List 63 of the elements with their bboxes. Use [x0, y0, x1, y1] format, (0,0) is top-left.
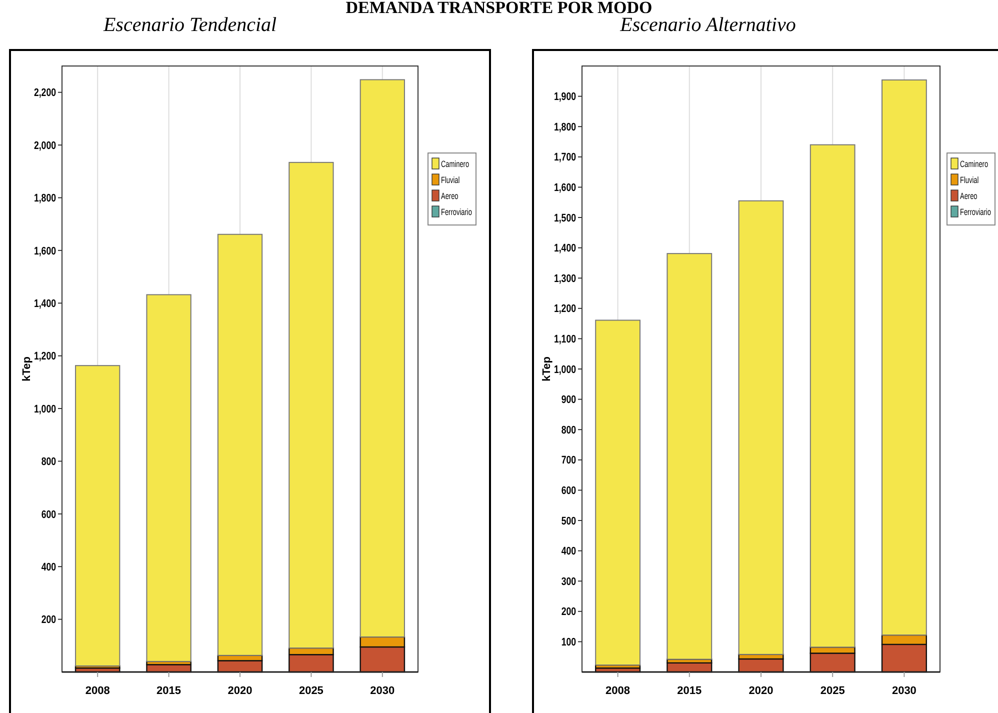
y-tick-label: 500	[561, 516, 576, 528]
legend-label: Ferroviario	[960, 206, 992, 218]
bar	[75, 365, 120, 666]
chart-subtitle: Escenario Tendencial	[102, 14, 278, 36]
legend-label: Aereo	[441, 190, 459, 202]
y-tick-label: 1,200	[554, 303, 576, 316]
y-tick-label: 200	[41, 614, 56, 626]
y-tick-label: 400	[41, 562, 56, 574]
y-tick-label: 1,400	[554, 242, 576, 255]
y-tick-label: 400	[561, 546, 576, 558]
y-tick-label: 1,600	[34, 245, 56, 258]
y-tick-label: 1,900	[554, 91, 576, 104]
legend-label: Fluvial	[960, 174, 979, 186]
x-tick-label: 2025	[298, 685, 324, 697]
y-tick-label: 800	[41, 456, 56, 468]
y-tick-label: 600	[561, 485, 576, 498]
y-tick-label: 600	[41, 508, 56, 522]
legend-label: Ferroviario	[441, 206, 472, 218]
y-tick-label: 900	[561, 394, 576, 406]
x-tick-label: 2020	[228, 685, 252, 697]
y-tick-label: 700	[561, 454, 576, 468]
x-tick-label: 2015	[677, 685, 702, 697]
x-tick-label: 2030	[892, 685, 916, 697]
y-tick-label: 1,500	[554, 212, 576, 225]
x-tick-label: 2025	[820, 685, 845, 697]
bar	[288, 162, 334, 649]
y-tick-label: 1,800	[34, 192, 56, 205]
legend-label: Caminero	[960, 158, 989, 170]
y-tick-label: 200	[561, 606, 576, 619]
x-tick-label: 2008	[85, 685, 110, 697]
y-tick-label: 1,100	[554, 334, 576, 346]
y-tick-label: 1,300	[554, 273, 576, 286]
y-tick-label: 300	[561, 576, 576, 588]
bar	[360, 79, 405, 638]
y-tick-label: 1,800	[554, 122, 576, 134]
x-tick-label: 2030	[370, 685, 395, 697]
y-tick-label: 1,000	[554, 364, 576, 376]
y-tick-label: 800	[561, 424, 576, 437]
y-tick-label: 1,000	[34, 404, 56, 416]
bar	[666, 253, 712, 660]
bar	[810, 144, 856, 648]
chart-subtitle: Escenario Alternativo	[619, 14, 796, 36]
x-tick-label: 2015	[156, 685, 182, 697]
text: DEMANDA TRANSPORTE POR MODO	[346, 0, 652, 17]
legend-label: Fluvial	[441, 174, 460, 186]
bar	[217, 234, 263, 656]
y-tick-label: 100	[561, 636, 576, 649]
y-axis-title: kTep	[21, 356, 33, 382]
bar	[595, 320, 640, 666]
y-tick-label: 2,000	[34, 140, 56, 152]
bar	[146, 294, 192, 662]
y-tick-label: 1,600	[554, 182, 576, 194]
y-tick-label: 1,700	[554, 152, 576, 164]
x-tick-label: 2008	[606, 685, 630, 697]
y-tick-label: 1,400	[34, 298, 56, 310]
y-tick-label: 2,200	[34, 87, 56, 100]
y-axis-title: kTep	[541, 356, 553, 382]
bar	[738, 200, 784, 655]
bar	[882, 79, 927, 636]
legend-label: Caminero	[441, 158, 470, 170]
legend-label: Aereo	[960, 190, 978, 202]
x-tick-label: 2020	[748, 685, 774, 697]
y-tick-label: 1,200	[34, 350, 56, 363]
